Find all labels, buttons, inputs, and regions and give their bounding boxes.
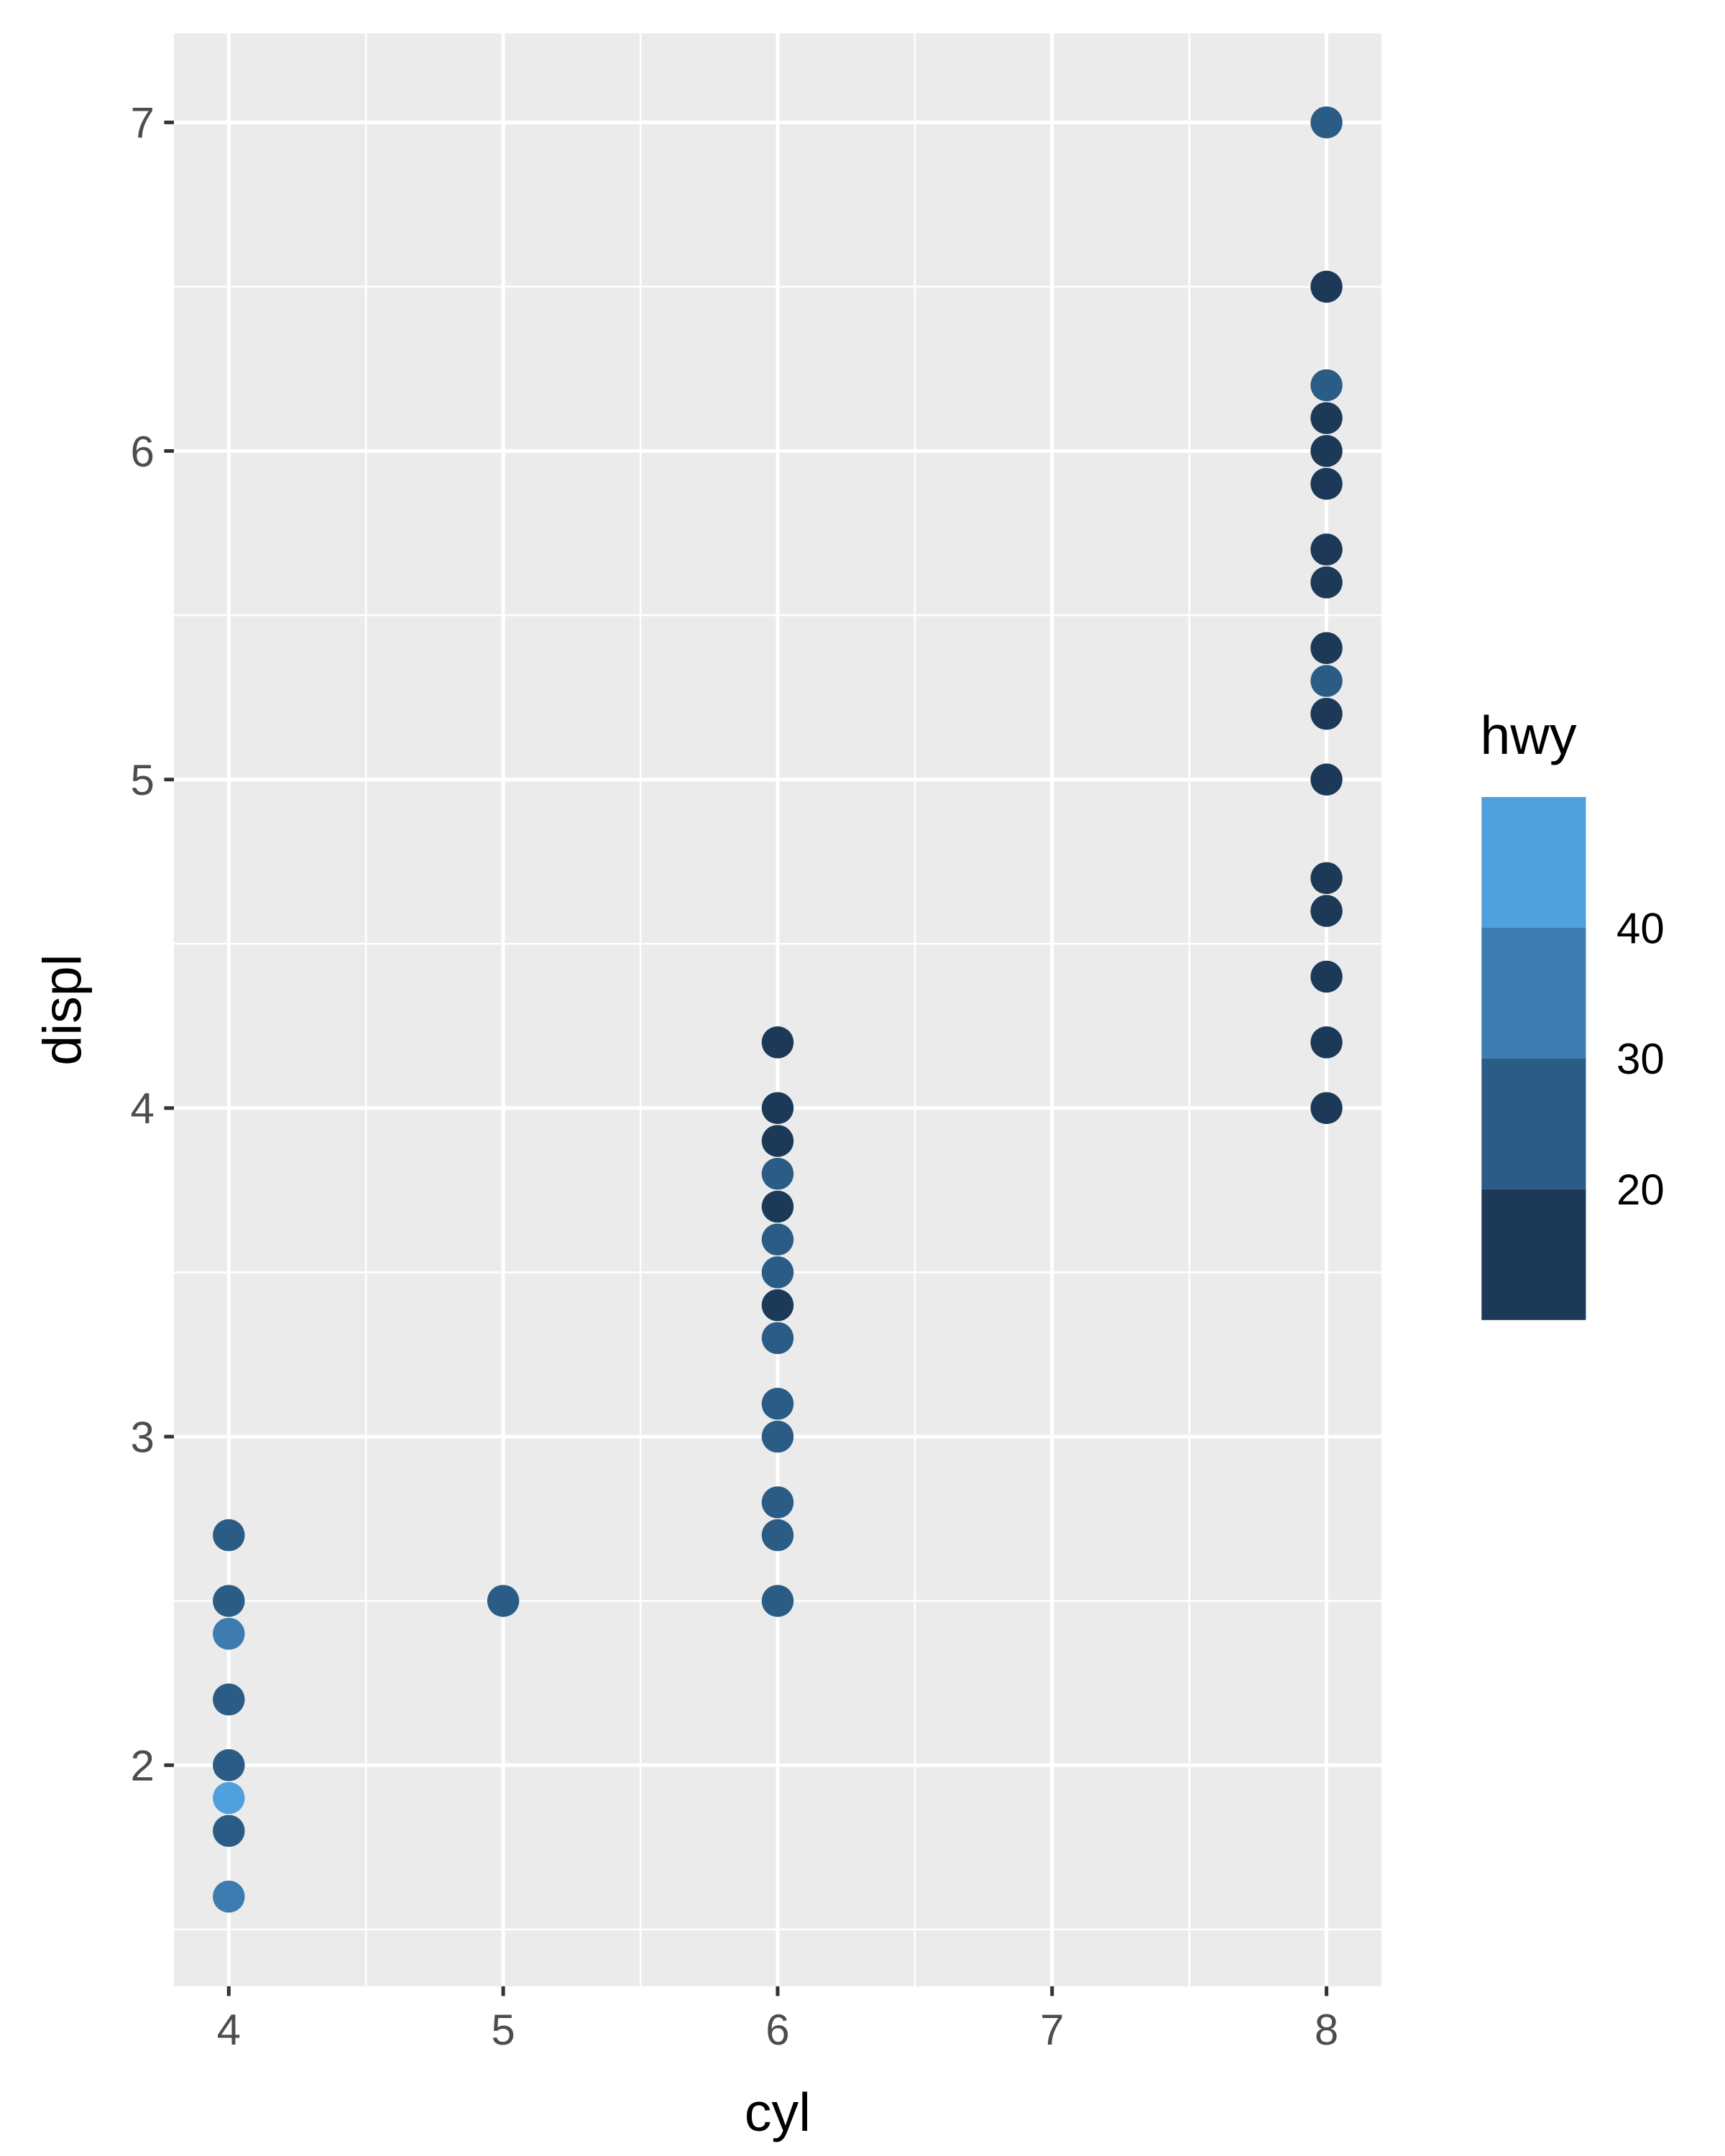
data-point xyxy=(1310,467,1343,500)
legend-color-bin xyxy=(1481,1058,1586,1189)
data-point xyxy=(213,1519,245,1552)
legend-label: 30 xyxy=(1616,1035,1665,1083)
data-point xyxy=(761,1125,794,1157)
data-point xyxy=(761,1026,794,1059)
legend: hwy 40 30 20 xyxy=(1480,705,1665,1320)
data-point xyxy=(761,1289,794,1322)
legend-color-bin xyxy=(1481,1189,1586,1320)
data-point xyxy=(1310,533,1343,566)
data-point xyxy=(1310,763,1343,796)
data-point xyxy=(1310,697,1343,730)
points xyxy=(213,106,1343,1913)
legend-label: 40 xyxy=(1616,904,1665,952)
x-axis-title: cyl xyxy=(745,2082,811,2142)
data-point xyxy=(1310,402,1343,435)
data-point xyxy=(761,1519,794,1552)
data-point xyxy=(213,1585,245,1617)
data-point xyxy=(1310,270,1343,303)
legend-color-bin xyxy=(1481,797,1586,928)
data-point xyxy=(761,1322,794,1355)
data-point xyxy=(1310,369,1343,402)
data-point xyxy=(213,1880,245,1913)
y-tick-label: 4 xyxy=(130,1084,154,1133)
y-tick-label: 5 xyxy=(130,756,154,804)
legend-title: hwy xyxy=(1480,705,1576,765)
x-tick-label: 8 xyxy=(1315,2006,1338,2054)
data-point xyxy=(213,1815,245,1847)
grid xyxy=(173,33,1381,1986)
data-point xyxy=(1310,566,1343,599)
x-tick-label: 6 xyxy=(765,2006,789,2054)
axes: 4 5 6 7 8 2 3 4 5 6 7 xyxy=(130,99,1338,2055)
data-point xyxy=(761,1190,794,1223)
data-point xyxy=(1310,862,1343,895)
legend-color-bin xyxy=(1481,927,1586,1059)
data-point xyxy=(761,1420,794,1453)
data-point xyxy=(1310,1092,1343,1125)
x-tick-label: 7 xyxy=(1040,2006,1064,2054)
y-tick-label: 7 xyxy=(130,99,154,147)
y-axis-title: displ xyxy=(32,954,92,1066)
data-point xyxy=(1310,435,1343,467)
data-point xyxy=(761,1388,794,1420)
x-tick-label: 4 xyxy=(217,2006,241,2054)
data-point xyxy=(761,1092,794,1125)
data-point xyxy=(1310,665,1343,697)
data-point xyxy=(761,1585,794,1617)
data-point xyxy=(213,1782,245,1815)
data-point xyxy=(1310,895,1343,927)
data-point xyxy=(761,1223,794,1256)
data-point xyxy=(1310,960,1343,993)
y-tick-label: 3 xyxy=(130,1413,154,1461)
x-tick-label: 5 xyxy=(491,2006,515,2054)
data-point xyxy=(1310,632,1343,665)
data-point xyxy=(761,1158,794,1190)
y-tick-label: 2 xyxy=(130,1741,154,1789)
y-tick-label: 6 xyxy=(130,428,154,476)
legend-label: 20 xyxy=(1616,1166,1665,1214)
data-point xyxy=(1310,1026,1343,1059)
data-point xyxy=(1310,106,1343,139)
data-point xyxy=(213,1749,245,1782)
data-point xyxy=(213,1683,245,1716)
data-point xyxy=(761,1256,794,1289)
data-point xyxy=(761,1486,794,1519)
data-point xyxy=(213,1618,245,1650)
data-point xyxy=(487,1585,520,1617)
